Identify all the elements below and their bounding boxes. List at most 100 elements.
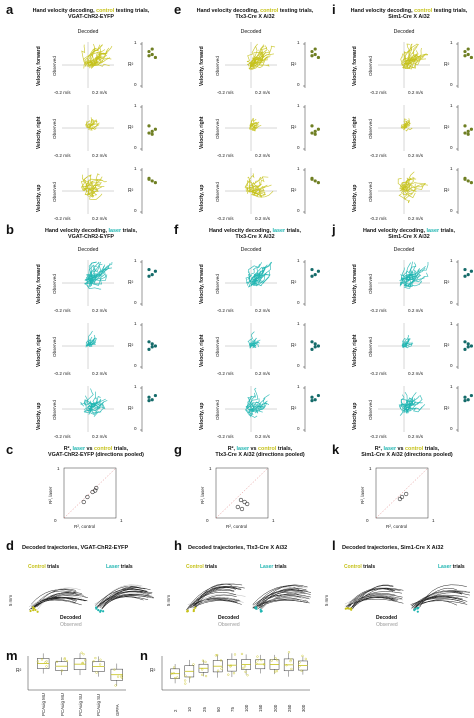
direction-label: Velocity, right [199, 116, 205, 149]
direction-label: Velocity, up [352, 402, 358, 430]
box-point [229, 664, 232, 667]
tick-label: 1 [134, 40, 137, 45]
decoded-header: Decoded [77, 247, 99, 253]
observed-label: Observed [215, 400, 220, 420]
r2-point [463, 49, 467, 54]
trajectory-line [403, 266, 417, 280]
trajectory-line [247, 394, 256, 409]
r2-point [147, 347, 151, 351]
decoded-vs-observed-plot [62, 386, 114, 432]
direction-label: Velocity, forward [199, 46, 205, 86]
r2-point [150, 273, 154, 277]
decoded-vs-observed-plot [225, 386, 277, 432]
box-point [290, 667, 293, 671]
trajectory-line [87, 117, 92, 127]
tick-label: -0.2 m/s [370, 308, 387, 313]
tick-label: 1 [57, 466, 60, 471]
trajectory-line [402, 122, 409, 129]
box-point [276, 659, 279, 662]
decoded-vs-observed-plot [378, 168, 430, 214]
box-point [287, 651, 291, 654]
category-label-m: PCAuig SU [96, 693, 102, 716]
trajectory-line [86, 193, 103, 200]
tick-label: -0.2 m/s [217, 308, 234, 313]
scale-label: 5 mm [166, 595, 171, 606]
tick-label: -0.2 m/s [217, 153, 234, 158]
trajectory-line [88, 126, 95, 131]
trajectory-line [248, 190, 258, 194]
box-point [176, 676, 179, 679]
box-point [192, 663, 195, 666]
r2-point [463, 340, 467, 344]
category-label-n: 150 [258, 704, 264, 712]
tick-label: 0.2 m/s [92, 434, 108, 439]
r2-dots [303, 323, 320, 369]
r2-point [150, 47, 154, 51]
tick-label: -0.2 m/s [370, 90, 387, 95]
trajectory-line [404, 338, 411, 347]
trajectory-line [191, 597, 241, 608]
r2-point [310, 395, 314, 399]
box-point [256, 655, 259, 658]
start-point [194, 606, 197, 609]
trajectory-line [407, 404, 426, 411]
tick-label: -0.2 m/s [54, 90, 71, 95]
trajectory-line [253, 53, 274, 63]
axis-x-label: R², control [74, 524, 96, 529]
trajectory-line [347, 587, 404, 607]
r2-point [466, 52, 470, 57]
panel-label-k: k [332, 442, 340, 457]
trajectory-line [406, 58, 427, 69]
trajectory-line [251, 276, 270, 287]
start-point [34, 608, 37, 612]
tick-label: 1 [120, 518, 123, 523]
r2-point [150, 342, 154, 346]
start-point [344, 607, 347, 610]
r2-point [147, 267, 151, 272]
panel-label-l: l [332, 538, 336, 553]
r2-dots [303, 42, 320, 88]
box-point [255, 662, 258, 665]
tick-label: 1 [297, 103, 300, 108]
tick-label: 0 [450, 145, 453, 150]
r2-point [313, 179, 317, 183]
tick-label: 0.2 m/s [408, 434, 424, 439]
scatter-point [239, 506, 245, 512]
trajectory-line [245, 269, 265, 284]
trajectory-line [247, 412, 258, 418]
trajectory-line [96, 590, 153, 609]
r2-point [469, 181, 473, 185]
r2-point [153, 344, 157, 348]
decoded-header: Decoded [240, 29, 262, 35]
trajectory-line [246, 43, 258, 63]
box-point [285, 664, 288, 667]
direction-label: Velocity, up [199, 402, 205, 430]
r2-label: R² [444, 406, 450, 412]
trajectory-line [249, 123, 254, 130]
tick-label: 1 [297, 321, 300, 326]
trajectory-line [404, 122, 411, 129]
observed-label: Observed [368, 274, 373, 294]
panel-label-c: c [6, 442, 14, 457]
box-point [99, 658, 102, 661]
r2-label: R² [128, 406, 134, 412]
observed-label: Observed [215, 56, 220, 76]
tick-label: 1 [450, 258, 453, 263]
box-point [60, 669, 63, 672]
trajectory-line [88, 343, 96, 347]
trajectory-line [187, 592, 237, 610]
trajectory-line [245, 180, 253, 192]
r2-point [463, 267, 467, 272]
r2-point [310, 177, 314, 181]
control-trials-label: Control trials [344, 564, 376, 570]
r2-dots [140, 386, 157, 432]
axis-x-label: R², control [226, 524, 248, 529]
box-plot-n [161, 651, 310, 691]
title-h: Decoded trajectories, Tlx3-Cre X Ai32 [188, 545, 288, 551]
tick-label: 0 [134, 82, 137, 87]
panel-label-b: b [6, 222, 14, 237]
tick-label: 1 [134, 384, 137, 389]
trajectory-line [253, 262, 273, 279]
trajectory-line [84, 401, 95, 414]
trajectory-line [401, 181, 407, 189]
